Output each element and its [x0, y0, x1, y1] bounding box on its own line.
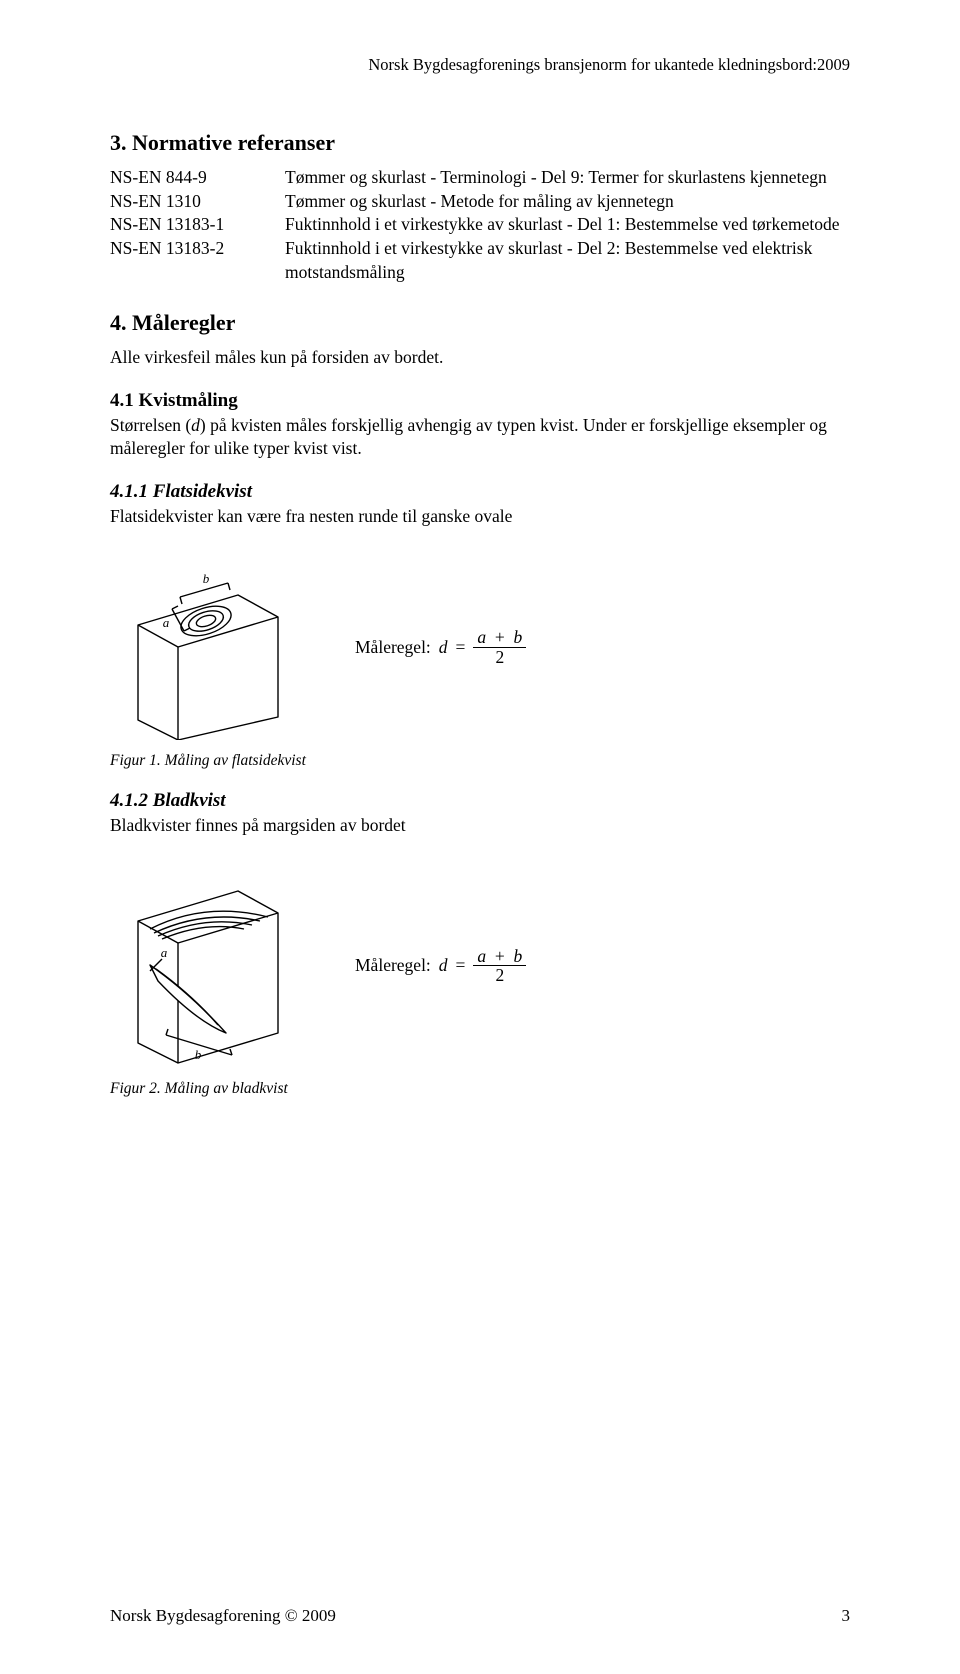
footer-left: Norsk Bygdesagforening © 2009 — [110, 1606, 336, 1626]
formula-label: Måleregel: — [355, 637, 431, 658]
figure-1-flatsidekvist-icon: b a — [110, 555, 295, 740]
table-row: NS-EN 13183-2 Fuktinnhold i et virkestyk… — [110, 237, 850, 284]
variable-d: d — [191, 415, 200, 435]
table-row: NS-EN 844-9 Tømmer og skurlast - Termino… — [110, 166, 850, 190]
formula-lhs: d — [439, 955, 448, 976]
figure-2-bladkvist-icon: a b — [110, 863, 295, 1068]
svg-text:a: a — [161, 945, 168, 960]
formula-fraction: a + b 2 — [473, 628, 526, 666]
formula-label: Måleregel: — [355, 955, 431, 976]
svg-text:b: b — [195, 1047, 202, 1062]
variable-b: b — [514, 946, 523, 966]
formula-eq: = — [456, 637, 466, 658]
body-text: Størrelsen ( — [110, 415, 191, 435]
footer-page-number: 3 — [842, 1606, 851, 1626]
formula-eq: = — [456, 955, 466, 976]
ref-desc: Tømmer og skurlast - Terminologi - Del 9… — [285, 166, 850, 190]
section-4-intro: Alle virkesfeil måles kun på forsiden av… — [110, 346, 850, 370]
section-4-1-1-heading: 4.1.1 Flatsidekvist — [110, 481, 850, 503]
section-4-heading: 4. Måleregler — [110, 310, 850, 336]
figure-2-block: a b Måleregel: d = a + b 2 — [110, 863, 850, 1068]
section-4-1-heading: 4.1 Kvistmåling — [110, 390, 850, 412]
formula-lhs: d — [439, 637, 448, 658]
normative-references-table: NS-EN 844-9 Tømmer og skurlast - Termino… — [110, 166, 850, 284]
running-header: Norsk Bygdesagforenings bransjenorm for … — [110, 55, 850, 75]
formula-numerator: a + b — [473, 947, 526, 966]
section-4-1-2-heading: 4.1.2 Bladkvist — [110, 790, 850, 812]
section-3-heading: 3. Normative referanser — [110, 130, 850, 156]
figure-1-block: b a Måleregel: d = a + b 2 — [110, 555, 850, 740]
svg-text:a: a — [163, 615, 170, 630]
ref-desc: Tømmer og skurlast - Metode for måling a… — [285, 190, 850, 214]
svg-text:b: b — [203, 571, 210, 586]
formula-denominator: 2 — [491, 966, 508, 984]
formula-fraction: a + b 2 — [473, 947, 526, 985]
page: Norsk Bygdesagforenings bransjenorm for … — [0, 0, 960, 1674]
formula-numerator: a + b — [473, 628, 526, 647]
variable-a: a — [477, 627, 486, 647]
ref-desc: Fuktinnhold i et virkestykke av skurlast… — [285, 237, 850, 284]
variable-b: b — [514, 627, 523, 647]
ref-key: NS-EN 1310 — [110, 190, 285, 214]
body-text: ) på kvisten måles forskjellig avhengig … — [110, 415, 827, 459]
table-row: NS-EN 13183-1 Fuktinnhold i et virkestyk… — [110, 213, 850, 237]
figure-2-caption: Figur 2. Måling av bladkvist — [110, 1080, 850, 1098]
ref-desc: Fuktinnhold i et virkestykke av skurlast… — [285, 213, 850, 237]
ref-key: NS-EN 13183-1 — [110, 213, 285, 237]
figure-2-formula: Måleregel: d = a + b 2 — [355, 947, 526, 985]
variable-a: a — [477, 946, 486, 966]
section-4-1-body: Størrelsen (d) på kvisten måles forskjel… — [110, 414, 850, 461]
table-row: NS-EN 1310 Tømmer og skurlast - Metode f… — [110, 190, 850, 214]
figure-1-caption: Figur 1. Måling av flatsidekvist — [110, 752, 850, 770]
formula-denominator: 2 — [491, 648, 508, 666]
page-footer: Norsk Bygdesagforening © 2009 3 — [110, 1606, 850, 1626]
figure-1-formula: Måleregel: d = a + b 2 — [355, 628, 526, 666]
section-4-1-2-body: Bladkvister finnes på margsiden av borde… — [110, 814, 850, 838]
ref-key: NS-EN 13183-2 — [110, 237, 285, 284]
section-4-1-1-body: Flatsidekvister kan være fra nesten rund… — [110, 505, 850, 529]
ref-key: NS-EN 844-9 — [110, 166, 285, 190]
